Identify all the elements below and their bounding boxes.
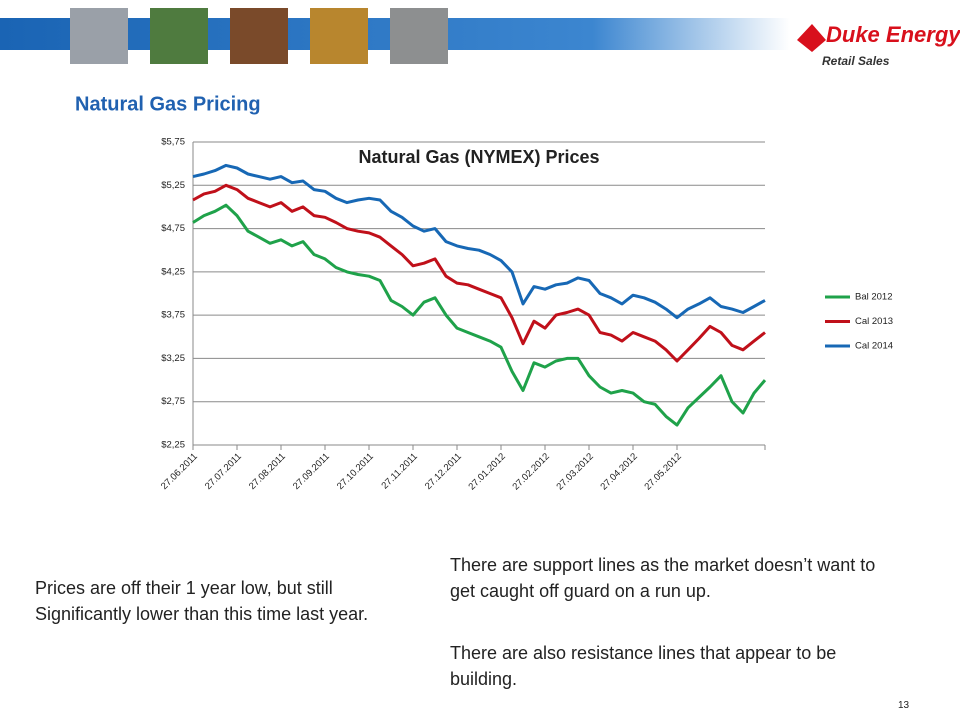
heading: Natural Gas Pricing (75, 93, 261, 115)
left-text: Prices are off their 1 year low, but sti… (35, 578, 369, 624)
x-tick-label: 27.06.2011 (159, 451, 200, 492)
legend-label: Bal 2012 (855, 292, 893, 303)
series-line (192, 183, 766, 363)
logo-sub: Retail Sales (822, 54, 890, 68)
x-tick-label: 27.11.2011 (379, 451, 419, 491)
header-photo (150, 8, 208, 64)
y-tick-label: $3,25 (161, 353, 185, 364)
x-tick-label: 27.03.2012 (555, 451, 596, 492)
series-line (192, 203, 767, 427)
y-tick-label: $4,75 (161, 223, 185, 234)
x-tick-label: 27.04.2012 (599, 451, 640, 492)
header-photo (70, 8, 128, 64)
y-tick-label: $2,25 (161, 440, 185, 451)
y-tick-label: $4,25 (161, 266, 185, 277)
logo-mark (797, 24, 826, 52)
x-tick-label: 27.02.2012 (511, 451, 552, 492)
x-tick-label: 27.08.2011 (247, 451, 288, 492)
x-tick-label: 27.01.2012 (467, 451, 508, 492)
x-tick-label: 27.09.2011 (291, 451, 332, 492)
y-tick-label: $3,75 (161, 310, 185, 321)
header-photo (390, 8, 448, 64)
x-tick-label: 27.10.2011 (335, 451, 376, 492)
chart-title: Natural Gas (NYMEX) Prices (358, 147, 599, 167)
x-tick-label: 27.12.2011 (423, 451, 464, 492)
x-tick-label: 27.07.2011 (203, 451, 244, 492)
right-text: There are also resistance lines that app… (450, 643, 837, 689)
series-line (192, 163, 766, 320)
logo: Duke Energy (826, 22, 960, 47)
header-photo (230, 8, 288, 64)
y-tick-label: $5,25 (161, 180, 185, 191)
y-tick-label: $5,75 (161, 137, 185, 148)
right-text: There are support lines as the market do… (450, 555, 876, 601)
legend-label: Cal 2013 (855, 316, 893, 327)
page-number: 13 (898, 700, 910, 711)
legend-label: Cal 2014 (855, 341, 893, 352)
y-tick-label: $2,75 (161, 396, 185, 407)
header-photo (310, 8, 368, 64)
x-tick-label: 27.05.2012 (643, 451, 684, 492)
